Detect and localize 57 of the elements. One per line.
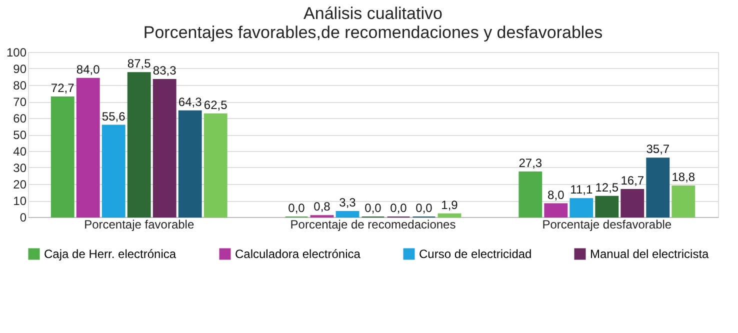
data-label: 55,6 — [102, 109, 126, 124]
legend-label: Manual del electricista — [590, 247, 710, 261]
bar — [152, 79, 176, 218]
bar — [620, 188, 644, 218]
data-label: 87,5 — [127, 56, 152, 71]
bar — [76, 78, 100, 218]
y-tick-label: 90 — [13, 62, 27, 76]
y-tick-label: 100 — [6, 46, 27, 60]
x-tick-label: Porcentaje desfavorable — [542, 218, 672, 232]
y-tick-label: 20 — [13, 178, 27, 192]
y-tick-label: 60 — [13, 112, 27, 126]
legend-label: Curso de electricidad — [419, 247, 532, 261]
data-label: 16,7 — [620, 173, 644, 188]
data-label: 1,9 — [441, 198, 458, 212]
data-label: 0,0 — [288, 201, 306, 215]
y-tick-label: 30 — [13, 161, 27, 175]
legend-label: Calculadora electrónica — [235, 247, 361, 261]
bar — [595, 196, 619, 218]
data-label: 12,5 — [595, 180, 619, 194]
bar — [204, 113, 228, 218]
bar — [438, 213, 462, 218]
data-label: 8,0 — [548, 188, 565, 202]
data-label: 3,3 — [339, 196, 356, 210]
data-label: 35,7 — [646, 142, 670, 156]
bar — [646, 158, 670, 218]
x-tick-label: Porcentaje de recomedaciones — [290, 218, 456, 232]
bar — [50, 96, 74, 218]
data-label: 0,0 — [364, 201, 382, 215]
data-label: 0,0 — [416, 201, 433, 215]
data-label: 72,7 — [50, 81, 75, 96]
y-tick-label: 70 — [13, 95, 27, 109]
y-tick-label: 40 — [13, 144, 27, 158]
bar — [544, 203, 568, 218]
data-label: 0,0 — [390, 201, 408, 215]
text: Análisis cualitativo — [304, 4, 442, 23]
data-label: 62,5 — [204, 98, 228, 112]
data-label: 64,3 — [178, 94, 202, 109]
bar — [102, 124, 126, 218]
data-label: 0,8 — [314, 200, 331, 214]
y-tick-label: 80 — [13, 78, 27, 92]
y-tick-label: 10 — [13, 194, 27, 208]
text: Porcentajes favorables,de recomendaciones y desfavorables — [143, 23, 603, 42]
bar — [336, 211, 360, 218]
data-label: 27,3 — [518, 156, 542, 170]
x-tick-label: Porcentaje favorable — [84, 218, 194, 232]
data-label: 11,1 — [570, 182, 593, 197]
y-tick-label: 0 — [20, 210, 27, 224]
legend-label: Caja de Herr. electrónica — [44, 247, 176, 261]
bar — [518, 171, 542, 218]
bar — [570, 198, 594, 218]
bar — [672, 185, 696, 218]
data-label: 83,3 — [152, 64, 177, 78]
data-label: 18,8 — [672, 170, 696, 184]
bar — [178, 110, 202, 218]
bar — [127, 72, 151, 218]
y-tick-label: 50 — [13, 128, 27, 142]
data-label: 84,0 — [76, 62, 100, 76]
